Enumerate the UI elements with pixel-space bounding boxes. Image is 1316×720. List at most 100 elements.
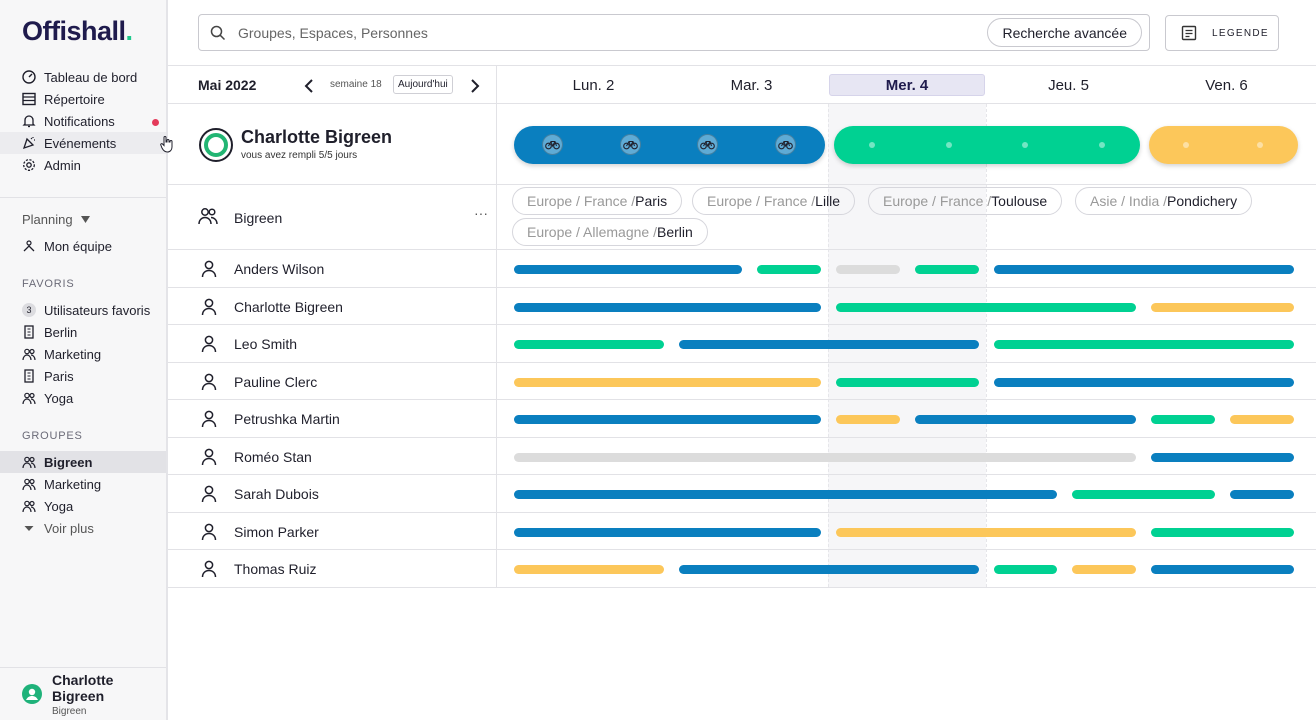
group-more-button[interactable]: ··· [474, 205, 488, 221]
person-icon [201, 485, 217, 503]
day-header[interactable]: Jeu. 5 [1048, 76, 1089, 94]
person-name[interactable]: Roméo Stan [234, 448, 312, 465]
presence-bar-blue[interactable] [514, 415, 821, 424]
nav-dashboard[interactable]: Tableau de bord [0, 66, 166, 88]
sidebar: Offishall. Tableau de bord Répertoire No… [0, 0, 173, 720]
presence-bar-green[interactable] [993, 565, 1058, 574]
person-icon [201, 298, 217, 315]
planning-label: Planning [22, 212, 73, 227]
team-icon [23, 240, 35, 252]
presence-bar-yellow[interactable] [1072, 565, 1136, 574]
legend-button[interactable]: LEGENDE [1165, 15, 1279, 51]
person-name[interactable]: Charlotte Bigreen [234, 298, 343, 315]
day-header[interactable]: Lun. 2 [572, 76, 615, 94]
week-segment-yellow[interactable] [1149, 126, 1298, 164]
day-header-current[interactable]: Mer. 4 [829, 74, 985, 96]
person-name[interactable]: Petrushka Martin [234, 411, 340, 427]
person-row[interactable]: Roméo Stan [168, 438, 1316, 475]
current-user[interactable]: Charlotte Bigreen Bigreen [0, 667, 166, 720]
presence-bar-blue[interactable] [993, 377, 1294, 387]
group-bigreen[interactable]: Bigreen [0, 451, 166, 473]
person-name[interactable]: Leo Smith [234, 336, 298, 352]
user-name: Charlotte Bigreen [52, 671, 114, 704]
see-more-link[interactable]: Voir plus [0, 517, 166, 539]
location-chip[interactable]: Europe / France / Paris [512, 187, 683, 215]
presence-bar-yellow[interactable] [836, 415, 900, 424]
week-segment-green[interactable] [834, 126, 1140, 164]
presence-bar-green[interactable] [1072, 490, 1215, 499]
presence-bar-blue[interactable] [678, 340, 979, 349]
favorite-paris[interactable]: Paris [0, 365, 166, 387]
presence-bar-blue[interactable] [1151, 452, 1294, 462]
presence-bar-blue[interactable] [514, 302, 821, 312]
favorite-marketing[interactable]: Marketing [0, 343, 166, 365]
presence-bar-yellow[interactable] [514, 565, 664, 574]
person-row[interactable]: Simon Parker [168, 513, 1316, 550]
person-row[interactable]: Pauline Clerc [168, 363, 1316, 400]
day-header[interactable]: Ven. 6 [1205, 76, 1248, 94]
person-name[interactable]: Anders Wilson [234, 261, 325, 277]
person-row[interactable]: Petrushka Martin [168, 400, 1316, 438]
person-row[interactable]: Sarah Dubois [168, 475, 1316, 513]
nav-label: Paris [44, 368, 74, 384]
nav-label: Mon équipe [44, 238, 112, 254]
presence-bar-green[interactable] [1151, 527, 1294, 537]
presence-bar-green[interactable] [836, 302, 1136, 312]
presence-bar-green[interactable] [514, 340, 664, 349]
nav-directory[interactable]: Répertoire [0, 88, 166, 110]
person-row[interactable]: Thomas Ruiz [168, 550, 1316, 588]
presence-bar-blue[interactable] [914, 415, 1136, 424]
app-logo[interactable]: Offishall. [22, 16, 133, 46]
planning-dropdown[interactable]: Planning [22, 212, 90, 227]
person-row[interactable]: Leo Smith [168, 325, 1316, 363]
person-name[interactable]: Sarah Dubois [234, 486, 319, 502]
person-row[interactable]: Anders Wilson [168, 250, 1316, 288]
presence-bar-blue[interactable] [678, 565, 979, 574]
nav-label: Tableau de bord [44, 69, 138, 85]
presence-bar-gray[interactable] [514, 452, 1136, 462]
location-chip[interactable]: Europe / Allemagne / Berlin [512, 218, 708, 246]
presence-bar-blue[interactable] [1151, 565, 1294, 574]
nav-admin[interactable]: Admin [0, 154, 166, 176]
presence-bar-blue[interactable] [993, 265, 1294, 274]
presence-bar-blue[interactable] [514, 527, 821, 537]
favorite-berlin[interactable]: Berlin [0, 321, 166, 343]
location-chip[interactable]: Asie / India / Pondichery [1075, 187, 1253, 215]
presence-bar-green[interactable] [757, 265, 821, 274]
nav-notifications[interactable]: Notifications [0, 110, 166, 132]
presence-bar-green[interactable] [993, 340, 1294, 349]
presence-bar-green[interactable] [1151, 415, 1215, 424]
person-row[interactable]: Charlotte Bigreen [168, 288, 1316, 325]
day-header[interactable]: Mar. 3 [730, 76, 773, 94]
favorite-yoga[interactable]: Yoga [0, 387, 166, 409]
presence-bar-blue[interactable] [514, 490, 1058, 499]
presence-bar-yellow[interactable] [514, 377, 821, 387]
favorite-users[interactable]: 3 Utilisateurs favoris [0, 299, 166, 321]
notification-dot [152, 119, 159, 126]
next-week-icon[interactable] [470, 79, 480, 93]
presence-bar-gray[interactable] [836, 265, 900, 274]
presence-bar-blue[interactable] [1229, 490, 1294, 499]
presence-bar-green[interactable] [914, 265, 979, 274]
prev-week-icon[interactable] [304, 79, 314, 93]
presence-bar-green[interactable] [836, 377, 979, 387]
group-yoga[interactable]: Yoga [0, 495, 166, 517]
advanced-search-button[interactable]: Recherche avancée [987, 18, 1142, 47]
location-chip[interactable]: Europe / France / Toulouse [868, 187, 1063, 215]
group-marketing[interactable]: Marketing [0, 473, 166, 495]
presence-bar-yellow[interactable] [836, 527, 1136, 537]
favorites-title: FAVORIS [22, 278, 75, 290]
presence-bar-yellow[interactable] [1229, 415, 1294, 424]
search-input[interactable] [238, 24, 1149, 41]
presence-bar-yellow[interactable] [1151, 302, 1294, 312]
presence-bar-blue[interactable] [514, 265, 743, 274]
nav-my-team[interactable]: Mon équipe [0, 235, 166, 257]
week-segment-blue[interactable] [514, 126, 825, 164]
person-name[interactable]: Thomas Ruiz [234, 561, 317, 577]
day-dot [945, 142, 952, 148]
nav-events[interactable]: Evénements [0, 132, 166, 154]
location-chip[interactable]: Europe / France / Lille [692, 187, 856, 215]
person-name[interactable]: Pauline Clerc [234, 373, 318, 390]
today-button[interactable]: Aujourd'hui [393, 75, 453, 94]
person-name[interactable]: Simon Parker [234, 523, 319, 540]
